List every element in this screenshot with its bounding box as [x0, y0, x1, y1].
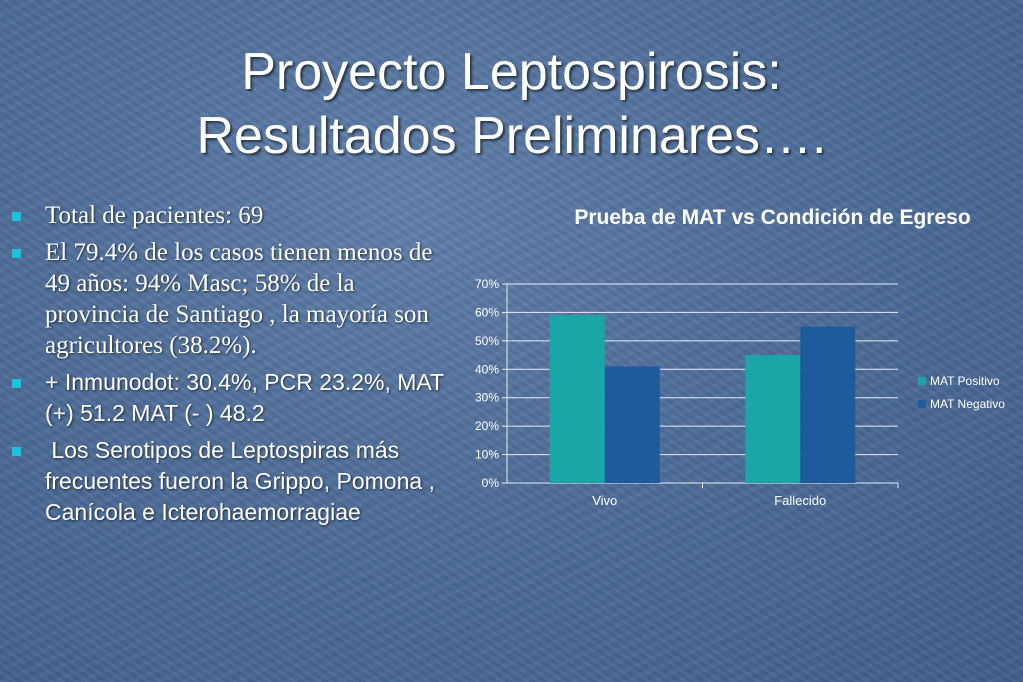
bullet-text: Los Serotipos de Leptospiras más frecuen…: [45, 437, 442, 525]
legend-item-mat-positivo: MAT Positivo: [918, 372, 1005, 395]
chart-legend: MAT Positivo MAT Negativo: [918, 372, 1005, 418]
legend-label: MAT Negativo: [930, 397, 1005, 411]
bullet-text: + Inmunodot: 30.4%, PCR 23.2%, MAT (+) 5…: [45, 369, 444, 426]
legend-item-mat-negativo: MAT Negativo: [918, 395, 1005, 418]
legend-swatch: [918, 400, 926, 408]
bullet-square-icon: [12, 447, 21, 456]
slide-title-line-1: Proyecto Leptospirosis:: [241, 43, 782, 101]
bullet-square-icon: [12, 249, 21, 258]
slide-title-line-2: Resultados Preliminares….: [196, 107, 827, 165]
bullet-list: Total de pacientes: 69 El 79.4% de los c…: [10, 200, 450, 534]
slide-title: Proyecto Leptospirosis: Resultados Preli…: [0, 40, 1023, 168]
legend-swatch: [918, 377, 926, 385]
bullet-item-serotypes: Los Serotipos de Leptospiras más frecuen…: [10, 435, 450, 528]
bullet-square-icon: [12, 212, 21, 221]
bullet-item-cases: El 79.4% de los casos tienen menos de 49…: [10, 237, 450, 361]
bullet-item-tests: + Inmunodot: 30.4%, PCR 23.2%, MAT (+) 5…: [10, 367, 450, 429]
bullet-text: El 79.4% de los casos tienen menos de 49…: [45, 239, 433, 359]
bullet-square-icon: [12, 379, 21, 388]
legend-label: MAT Positivo: [930, 374, 1000, 388]
chart-title: Prueba de MAT vs Condición de Egreso: [574, 206, 971, 229]
bullet-text: Total de pacientes: 69: [45, 202, 264, 229]
bullet-item-total: Total de pacientes: 69: [10, 200, 450, 231]
